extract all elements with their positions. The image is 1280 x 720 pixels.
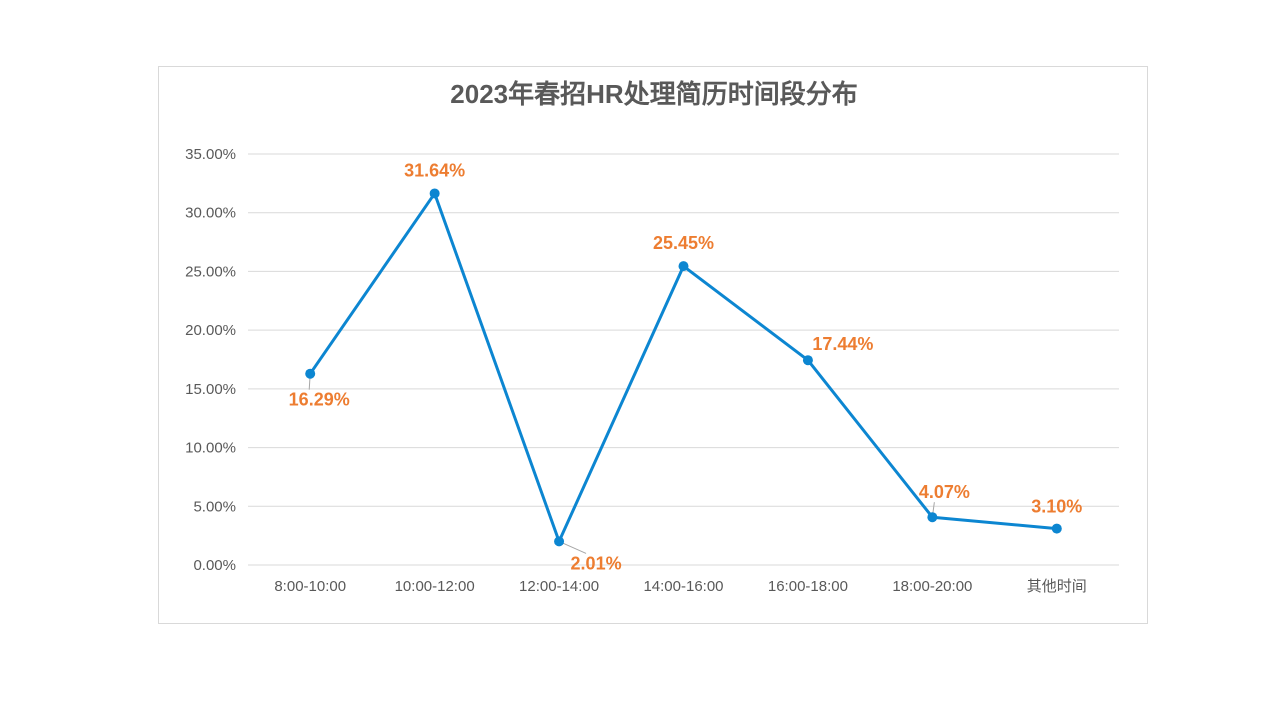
- data-label: 3.10%: [1031, 497, 1082, 517]
- data-label: 25.45%: [653, 233, 714, 253]
- data-label: 4.07%: [919, 482, 970, 502]
- y-tick-label: 15.00%: [185, 381, 236, 398]
- y-tick-label: 30.00%: [185, 205, 236, 222]
- y-tick-label: 5.00%: [193, 498, 236, 515]
- data-point: [1051, 523, 1062, 534]
- x-tick-label: 12:00-14:00: [519, 578, 599, 595]
- y-tick-label: 10.00%: [185, 440, 236, 457]
- data-points: [305, 188, 1062, 547]
- data-label: 2.01%: [571, 553, 622, 573]
- x-axis-ticks: 8:00-10:00 10:00-12:00 12:00-14:00 14:00-16…: [274, 578, 1086, 595]
- data-label: 31.64%: [404, 160, 465, 180]
- x-tick-label: 16:00-18:00: [768, 578, 848, 595]
- x-tick-label: 18:00-20:00: [892, 578, 972, 595]
- x-tick-label: 10:00-12:00: [395, 578, 475, 595]
- y-tick-label: 0.00%: [193, 557, 236, 574]
- line-chart: 2023年春招HR处理简历时间段分布 0.00% 5.00% 10.00% 15.00…: [185, 79, 1119, 595]
- data-label: 16.29%: [289, 390, 350, 410]
- data-label: 17.44%: [812, 334, 873, 354]
- data-point: [429, 188, 440, 199]
- x-tick-label: 8:00-10:00: [274, 578, 346, 595]
- chart-frame: 2023年春招HR处理简历时间段分布 0.00% 5.00% 10.00% 15.00…: [158, 66, 1148, 624]
- data-point: [927, 512, 938, 523]
- chart-title: 2023年春招HR处理简历时间段分布: [450, 79, 857, 109]
- y-tick-label: 20.00%: [185, 322, 236, 339]
- data-point: [678, 261, 689, 272]
- x-tick-label: 14:00-16:00: [643, 578, 723, 595]
- gridlines: [248, 153, 1119, 566]
- y-tick-label: 35.00%: [185, 146, 236, 163]
- data-point: [554, 536, 565, 547]
- x-tick-label: 其他时间: [1027, 578, 1087, 595]
- data-labels: 16.29% 31.64% 2.01% 25.45% 17.44% 4.07% 3.10%: [289, 160, 1083, 573]
- data-point: [802, 355, 813, 366]
- data-point: [305, 368, 316, 379]
- y-tick-label: 25.00%: [185, 263, 236, 280]
- y-axis-ticks: 0.00% 5.00% 10.00% 15.00% 20.00% 25.00% 30.00%…: [185, 146, 236, 574]
